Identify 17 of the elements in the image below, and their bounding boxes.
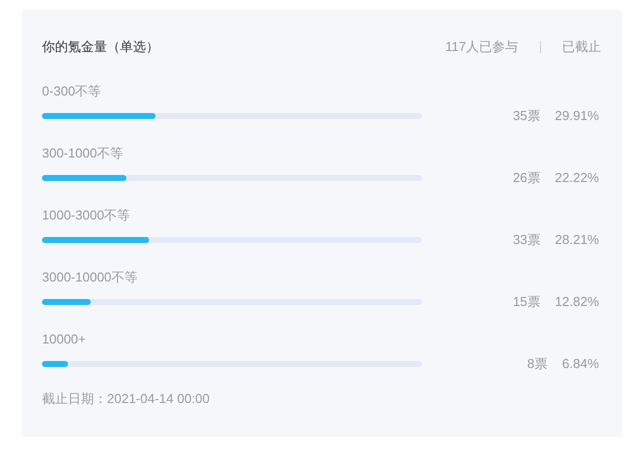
y-tick-label: 10000+ bbox=[42, 332, 86, 346]
text: 已截止 bbox=[562, 39, 601, 55]
data-label: 8票 6.84% bbox=[526, 355, 599, 373]
text: 117人已参与 bbox=[445, 39, 518, 55]
bar bbox=[42, 361, 68, 367]
chart-title: 你的氪金量（单选） bbox=[42, 39, 159, 55]
text: 截止日期：2021-04-14 00:00 bbox=[42, 391, 210, 407]
data-label: 26票 22.22% bbox=[512, 169, 599, 187]
y-tick-label: 300-1000不等 bbox=[42, 146, 123, 160]
y-tick-label: 0-300不等 bbox=[42, 84, 102, 98]
data-label: 35票 29.91% bbox=[512, 107, 599, 125]
bar bbox=[42, 175, 126, 181]
y-tick-label: 3000-10000不等 bbox=[42, 270, 138, 284]
bar bbox=[42, 299, 91, 305]
y-tick-label: 1000-3000不等 bbox=[42, 208, 130, 222]
data-label: 15票 12.82% bbox=[512, 293, 599, 311]
data-label: 33票 28.21% bbox=[512, 231, 599, 249]
